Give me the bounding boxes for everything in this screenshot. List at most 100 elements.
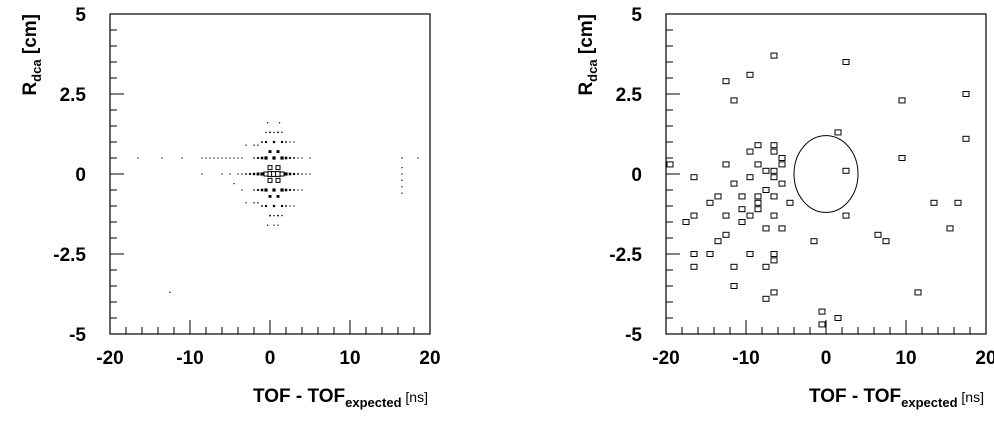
y-tick-label: 5 [75, 5, 86, 26]
data-point [690, 174, 698, 181]
data-point [245, 173, 247, 175]
data-point [279, 122, 281, 124]
data-point [292, 172, 296, 176]
data-point [297, 189, 299, 191]
data-point [417, 157, 419, 159]
x-axis-label-main: TOF - TOF [253, 386, 345, 407]
data-point [309, 157, 311, 159]
y-tick-label: -5 [625, 325, 642, 346]
x-axis-label-unit: [ns] [402, 389, 428, 405]
data-point [276, 150, 280, 154]
data-point [962, 91, 970, 97]
data-point [284, 188, 288, 192]
data-point [275, 165, 281, 171]
data-point [293, 189, 295, 191]
data-point [277, 214, 279, 217]
data-point [293, 157, 295, 159]
data-point [786, 199, 794, 206]
data-point [245, 144, 247, 146]
y-axis-label-sub: dca [29, 59, 44, 82]
data-point [842, 167, 850, 174]
data-point [770, 212, 778, 219]
data-point [205, 157, 207, 159]
data-point [253, 157, 255, 159]
data-point [267, 165, 273, 171]
data-point [277, 224, 279, 226]
data-point [770, 251, 778, 257]
y-tick-label: 0 [631, 165, 642, 186]
data-point [264, 156, 268, 160]
x-tick-label: 10 [895, 348, 916, 369]
data-point [738, 219, 746, 225]
data-point [264, 140, 268, 144]
data-point [261, 205, 263, 207]
x-tick-label: 10 [339, 348, 360, 369]
data-point [874, 231, 882, 238]
data-point [770, 174, 778, 181]
y-axis-label-main: R [20, 82, 41, 96]
data-point [273, 214, 275, 217]
data-point [722, 231, 730, 238]
data-point [253, 189, 255, 191]
data-point [213, 157, 215, 159]
data-point [305, 173, 307, 175]
y-axis-label-unit: [cm] [20, 14, 41, 59]
data-point [297, 157, 299, 159]
data-point [746, 71, 754, 78]
data-point [810, 238, 818, 245]
data-point [257, 144, 259, 146]
data-point [746, 212, 754, 219]
data-point [276, 194, 280, 198]
data-point [181, 157, 183, 159]
data-point [263, 171, 269, 177]
data-point [730, 263, 738, 270]
x-tick-label: 0 [821, 348, 832, 369]
data-point [272, 156, 276, 160]
data-point [293, 141, 295, 143]
data-point [201, 157, 203, 159]
y-tick-label: -2.5 [609, 245, 642, 266]
data-point [778, 180, 786, 187]
data-point [722, 212, 730, 219]
data-point [778, 161, 786, 168]
data-point [770, 289, 778, 296]
data-point [730, 97, 738, 104]
data-point [834, 129, 842, 136]
data-point [778, 225, 786, 232]
data-point [272, 140, 276, 144]
data-point [714, 238, 722, 245]
data-point [746, 251, 754, 257]
data-point [770, 167, 778, 174]
data-point [241, 157, 243, 159]
data-point [962, 135, 970, 142]
data-point [241, 189, 243, 191]
data-point [770, 257, 778, 264]
data-point [954, 199, 962, 206]
y-axis-label-unit: [cm] [576, 14, 597, 59]
data-point [754, 161, 762, 168]
data-point [842, 212, 850, 219]
data-point [738, 206, 746, 213]
x-tick-label: 20 [419, 348, 440, 369]
data-point [770, 148, 778, 155]
x-tick-label: -10 [176, 348, 203, 369]
data-point [746, 148, 754, 155]
y-axis-label: Rdca [cm] [20, 14, 44, 96]
y-tick-label: -2.5 [53, 245, 86, 266]
data-point [257, 202, 259, 204]
x-axis-label-main: TOF - TOF [809, 386, 901, 407]
data-point [818, 321, 826, 328]
data-point [221, 173, 223, 175]
data-point [264, 204, 268, 208]
data-point [253, 202, 255, 204]
data-point [257, 189, 259, 191]
data-point [241, 173, 243, 175]
data-point [221, 157, 223, 159]
data-point [401, 186, 403, 188]
data-point [281, 214, 283, 217]
data-point [137, 157, 139, 159]
data-point [285, 205, 287, 207]
data-point [229, 157, 231, 159]
data-point [245, 202, 247, 204]
data-point [706, 199, 714, 206]
